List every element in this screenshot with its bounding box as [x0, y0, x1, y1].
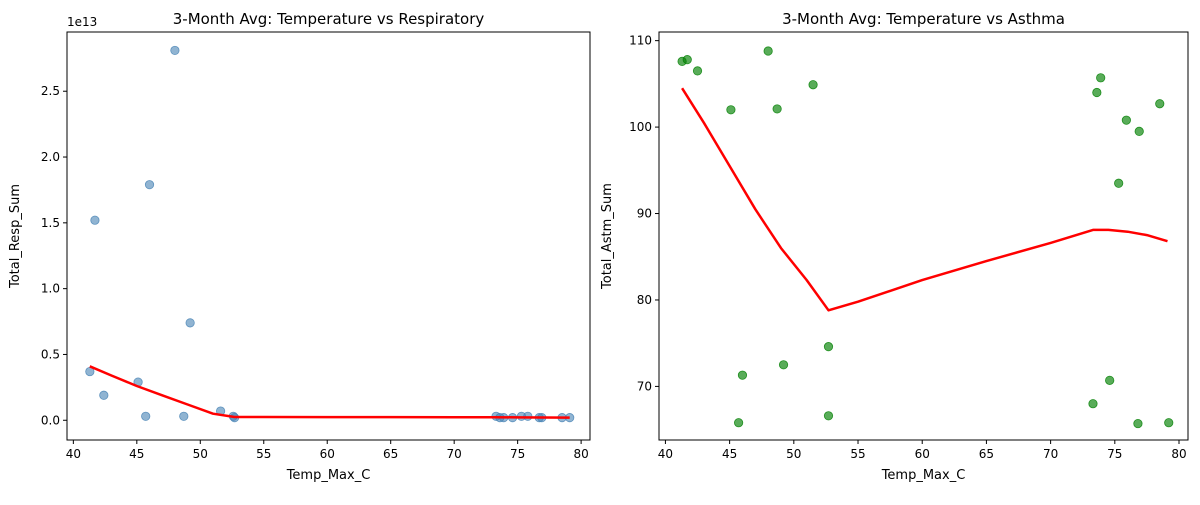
data-point	[141, 411, 151, 421]
y-axis-label: Total_Astm_Sum	[600, 183, 615, 290]
y-tick-label: 70	[637, 379, 652, 393]
y-axis-label: Total_Resp_Sum	[8, 184, 23, 289]
x-tick-label: 75	[1107, 447, 1122, 461]
trend-line	[681, 87, 1168, 312]
x-tick-label: 40	[66, 447, 81, 461]
x-tick-label: 80	[1171, 447, 1186, 461]
chart-title: 3-Month Avg: Temperature vs Respiratory	[173, 10, 485, 28]
y-tick-label: 0.0	[41, 413, 60, 427]
x-axis-label: Temp_Max_C	[286, 468, 371, 483]
data-point	[1096, 73, 1106, 83]
data-point	[1121, 115, 1131, 125]
data-point	[808, 80, 818, 90]
data-point	[1133, 418, 1143, 429]
y-tick-label: 0.5	[41, 347, 60, 361]
y-tick-label: 1.5	[41, 216, 60, 230]
x-tick-label: 60	[915, 447, 930, 461]
plot-frame	[66, 31, 591, 441]
x-tick-label: 60	[320, 447, 335, 461]
data-point	[778, 360, 789, 370]
data-point	[737, 370, 748, 380]
x-tick-label: 65	[383, 447, 398, 461]
y-tick-label: 2.5	[41, 84, 60, 98]
x-tick-label: 50	[193, 447, 208, 461]
data-point	[185, 318, 195, 328]
x-tick-label: 45	[722, 447, 737, 461]
x-tick-label: 70	[1043, 447, 1058, 461]
data-point	[99, 390, 109, 400]
y-tick-label: 110	[629, 34, 652, 48]
trend-line	[89, 365, 570, 419]
data-point	[734, 418, 744, 428]
y-offset-label: 1e13	[67, 15, 97, 29]
data-point	[726, 105, 736, 115]
data-point	[1114, 178, 1124, 188]
data-point	[1164, 418, 1174, 428]
y-tick-label: 1.0	[41, 282, 60, 296]
x-tick-label: 70	[447, 447, 462, 461]
plot-frame	[658, 31, 1189, 441]
data-point	[1092, 87, 1102, 98]
data-point	[170, 45, 180, 56]
y-tick-label: 100	[629, 120, 652, 134]
data-point	[823, 411, 834, 421]
data-point	[144, 180, 155, 190]
x-tick-label: 40	[658, 447, 673, 461]
y-tick-label: 80	[637, 293, 652, 307]
data-point	[763, 46, 773, 56]
x-tick-label: 55	[850, 447, 865, 461]
y-tick-label: 90	[637, 207, 652, 221]
x-tick-label: 80	[573, 447, 588, 461]
data-point	[1155, 99, 1165, 109]
data-point	[682, 55, 692, 65]
data-point	[179, 411, 189, 421]
y-tick-label: 2.0	[41, 150, 60, 164]
data-point	[1134, 126, 1144, 137]
x-tick-label: 45	[129, 447, 144, 461]
data-point	[692, 66, 703, 76]
x-tick-label: 75	[510, 447, 525, 461]
data-point	[90, 215, 100, 225]
chart-title: 3-Month Avg: Temperature vs Asthma	[782, 10, 1065, 28]
x-tick-label: 50	[786, 447, 801, 461]
data-point	[772, 104, 782, 114]
data-point	[1105, 375, 1115, 385]
x-tick-label: 65	[979, 447, 994, 461]
chart-asthma: 40 45 50 55 60 65 70 75 80 70 80 90 100 110 3-Month Av…	[600, 10, 1189, 483]
x-axis-label: Temp_Max_C	[881, 468, 966, 483]
chart-respiratory: 40 45 50 55 60 65 70 75 80 0.0 0.5 1.0 1.5 2.0 2.5 1e13…	[8, 10, 591, 483]
x-tick-label: 55	[256, 447, 271, 461]
data-point	[823, 342, 834, 352]
data-point	[1088, 399, 1098, 409]
